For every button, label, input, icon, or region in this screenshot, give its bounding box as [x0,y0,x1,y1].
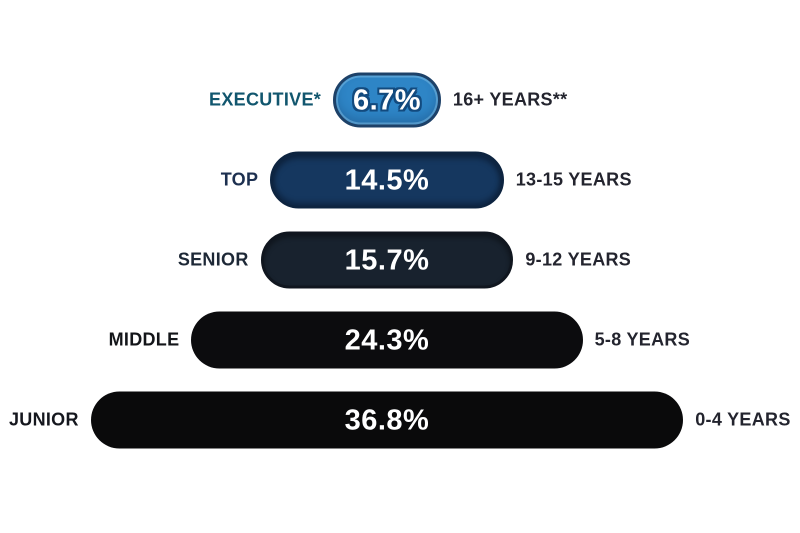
level-label-senior: SENIOR [177,249,249,270]
years-label-senior: 9-12 YEARS [525,249,632,270]
years-label-middle: 5-8 YEARS [594,329,691,350]
pyramid-row-senior: SENIOR 15.7% 9-12 YEARS [0,220,800,300]
level-label-junior: JUNIOR [8,409,79,430]
pyramid-row-top: TOP 14.5% 13-15 YEARS [0,140,800,220]
percent-value-executive: 6.7% [352,84,422,116]
percent-value-senior: 15.7% [344,244,430,276]
years-label-executive: 16+ YEARS** [452,89,568,110]
level-label-top: TOP [220,169,259,190]
percent-value-middle: 24.3% [344,324,430,356]
bar-senior: 15.7% [260,231,514,289]
years-label-top: 13-15 YEARS [515,169,632,190]
level-label-executive: EXECUTIVE* [209,89,322,110]
bar-middle: 24.3% [191,311,583,369]
years-label-junior: 0-4 YEARS [695,409,791,430]
level-label-middle: MIDDLE [108,329,180,350]
percent-value-junior: 36.8% [344,404,430,436]
bar-executive: 6.7% [333,72,441,128]
bar-junior: 36.8% [90,391,684,449]
pyramid-row-middle: MIDDLE 24.3% 5-8 YEARS [0,300,800,380]
pyramid-row-executive: EXECUTIVE* 6.7% 16+ YEARS** [0,60,800,140]
percent-value-top: 14.5% [344,164,430,196]
pyramid-row-junior: JUNIOR 36.8% 0-4 YEARS [0,380,800,460]
pyramid-rows: EXECUTIVE* 6.7% 16+ YEARS** TOP 14.5% 13… [0,60,800,460]
bar-top: 14.5% [270,151,504,209]
